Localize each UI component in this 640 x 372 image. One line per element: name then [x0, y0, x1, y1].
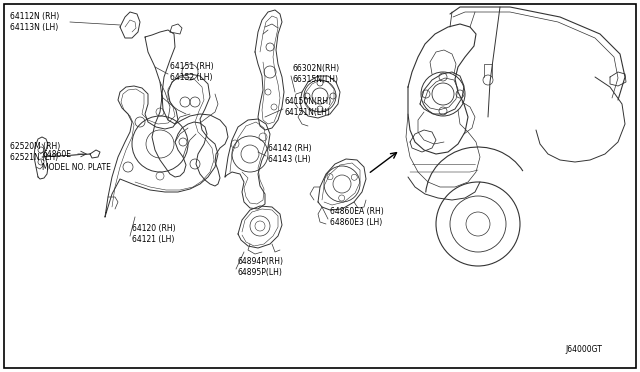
- Text: MODEL NO. PLATE: MODEL NO. PLATE: [42, 163, 111, 171]
- Text: J64000GT: J64000GT: [565, 346, 602, 355]
- Text: 66302N(RH)
66315N(LH): 66302N(RH) 66315N(LH): [293, 64, 340, 84]
- Text: 62520M (RH)
62521N (LH): 62520M (RH) 62521N (LH): [10, 142, 60, 162]
- Text: 64151 (RH)
64152 (LH): 64151 (RH) 64152 (LH): [170, 62, 214, 82]
- Text: 64120 (RH)
64121 (LH): 64120 (RH) 64121 (LH): [132, 224, 175, 244]
- Text: 64112N (RH)
64113N (LH): 64112N (RH) 64113N (LH): [10, 12, 60, 32]
- Text: 64142 (RH)
64143 (LH): 64142 (RH) 64143 (LH): [268, 144, 312, 164]
- Text: 64894P(RH)
64895P(LH): 64894P(RH) 64895P(LH): [238, 257, 284, 277]
- Text: 64860E: 64860E: [42, 150, 71, 158]
- Text: 64150N(RH)
64151N(LH): 64150N(RH) 64151N(LH): [285, 97, 332, 117]
- Text: 64860EA (RH)
64860E3 (LH): 64860EA (RH) 64860E3 (LH): [330, 207, 384, 227]
